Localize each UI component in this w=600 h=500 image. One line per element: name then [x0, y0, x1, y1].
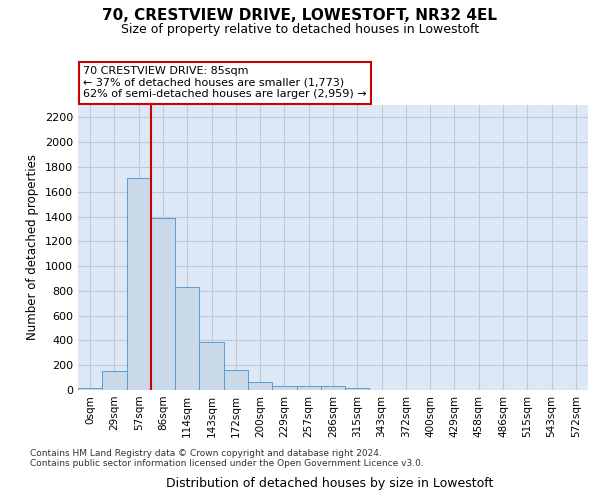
Bar [127, 178, 151, 390]
Bar [78, 388, 102, 390]
Bar [248, 382, 272, 390]
Bar [272, 386, 296, 390]
Bar [151, 218, 175, 390]
Bar [296, 386, 321, 390]
Text: 70 CRESTVIEW DRIVE: 85sqm
← 37% of detached houses are smaller (1,773)
62% of se: 70 CRESTVIEW DRIVE: 85sqm ← 37% of detac… [83, 66, 367, 100]
Bar [321, 386, 345, 390]
Bar [102, 371, 127, 390]
Bar [224, 370, 248, 390]
Bar [175, 286, 199, 390]
Text: Contains public sector information licensed under the Open Government Licence v3: Contains public sector information licen… [30, 458, 424, 468]
Text: Contains HM Land Registry data © Crown copyright and database right 2024.: Contains HM Land Registry data © Crown c… [30, 448, 382, 458]
Text: Distribution of detached houses by size in Lowestoft: Distribution of detached houses by size … [166, 477, 494, 490]
Bar [199, 342, 224, 390]
Text: Size of property relative to detached houses in Lowestoft: Size of property relative to detached ho… [121, 22, 479, 36]
Y-axis label: Number of detached properties: Number of detached properties [26, 154, 40, 340]
Text: 70, CRESTVIEW DRIVE, LOWESTOFT, NR32 4EL: 70, CRESTVIEW DRIVE, LOWESTOFT, NR32 4EL [103, 8, 497, 22]
Bar [345, 388, 370, 390]
